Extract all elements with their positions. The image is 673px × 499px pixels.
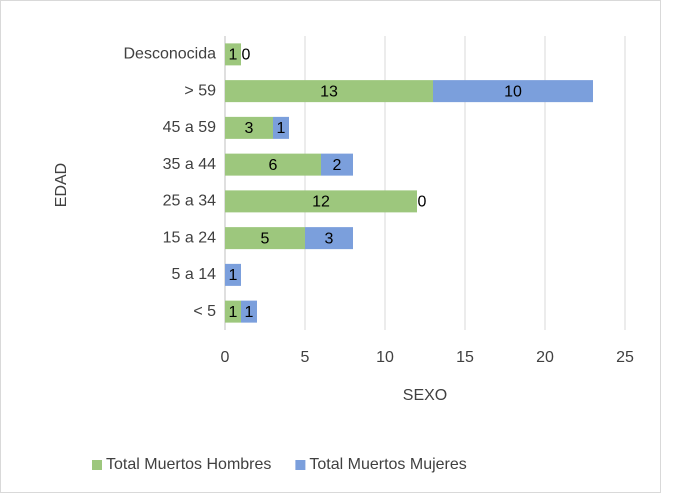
data-label: 1 [229,47,238,64]
legend-label: Total Muertos Mujeres [309,456,466,473]
bar [225,153,321,176]
data-label: 1 [229,267,238,284]
y-tick-label: 35 a 44 [163,156,216,173]
bar [225,227,305,250]
legend-label: Total Muertos Hombres [106,456,271,473]
bar [225,43,241,66]
data-label: 1 [229,304,238,321]
data-label: 12 [312,194,330,211]
data-label: 0 [242,47,251,64]
data-label: 1 [245,304,254,321]
bar [225,300,241,323]
data-label: 0 [418,194,427,211]
bar [225,190,417,213]
bar [225,116,273,139]
data-label: 10 [504,83,522,100]
data-label: 5 [261,230,270,247]
bar [273,116,289,139]
y-tick-label: > 59 [184,82,216,99]
y-tick-label: 5 a 14 [172,266,217,283]
data-label: 3 [245,120,254,137]
x-axis-label: SEXO [403,387,447,404]
bar [225,263,241,286]
bar [305,227,353,250]
data-label: 2 [333,157,342,174]
bar [433,80,593,103]
y-tick-label: 15 a 24 [163,229,216,246]
y-tick-label: 25 a 34 [163,193,216,210]
bar [225,80,433,103]
y-tick-label: 45 a 59 [163,119,216,136]
legend-swatch [92,460,102,470]
x-tick-label: 0 [221,349,230,366]
data-label: 13 [320,83,338,100]
legend-swatch [295,460,306,470]
data-label: 1 [277,120,286,137]
data-label: 3 [325,230,334,247]
y-tick-label: < 5 [193,303,216,320]
x-tick-label: 10 [376,349,394,366]
x-tick-label: 15 [456,349,474,366]
bar [241,300,257,323]
y-tick-label: Desconocida [124,46,217,63]
x-tick-label: 25 [616,349,634,366]
x-tick-label: 5 [301,349,310,366]
bar [321,153,353,176]
y-axis-label: EDAD [53,163,70,207]
x-tick-label: 20 [536,349,554,366]
data-label: 6 [269,157,278,174]
